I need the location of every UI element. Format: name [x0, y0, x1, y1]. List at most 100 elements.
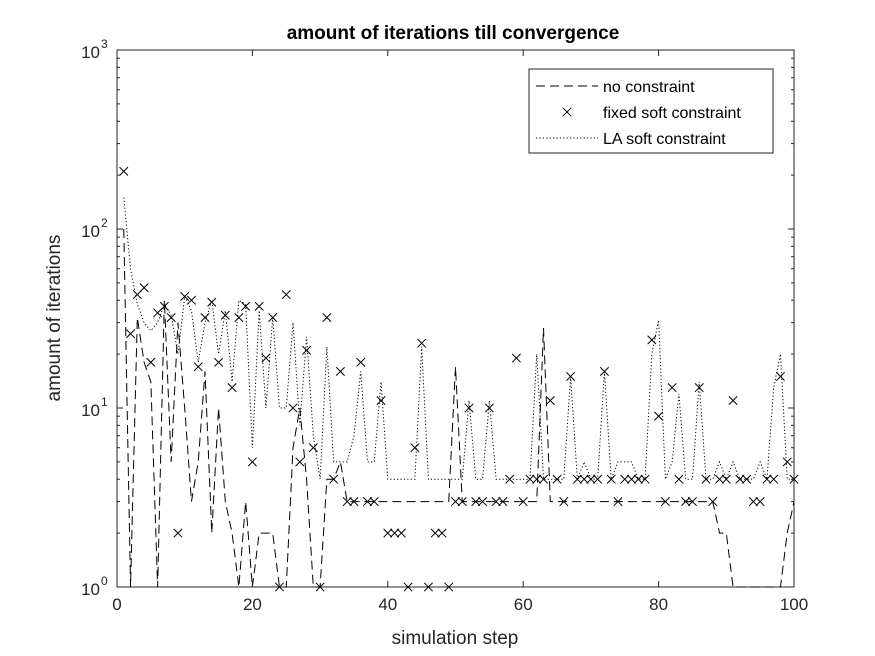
series-1-point-52 — [471, 497, 481, 507]
legend-label-0: no constraint — [603, 79, 695, 96]
series-1-point-83 — [681, 497, 691, 507]
series-1-point-54 — [484, 403, 494, 413]
series-1-point-79 — [654, 411, 664, 421]
series-1-point-81 — [667, 383, 677, 393]
y-tick-exponent-0: 0 — [101, 574, 108, 588]
series-1-point-32 — [335, 366, 345, 377]
series-0 — [123, 228, 795, 588]
x-tick-label-1: 20 — [243, 595, 262, 614]
series-1-point-36 — [362, 497, 373, 507]
series-1-point-62 — [538, 474, 549, 484]
x-tick-label-0: 0 — [112, 595, 121, 614]
series-1-point-14 — [213, 357, 224, 367]
series-1-point-46 — [430, 528, 440, 538]
series-1-point-91 — [735, 474, 745, 484]
legend-label-1: fixed soft constraint — [603, 105, 741, 122]
series-1-point-22 — [268, 313, 278, 323]
legend-entry-1: fixed soft constraint — [562, 105, 741, 122]
series-1-point-88 — [714, 474, 725, 484]
series-1-point-73 — [613, 497, 623, 507]
x-axis-label: simulation step — [392, 628, 519, 649]
series-1-point-42 — [403, 582, 413, 592]
series-1-point-59 — [518, 497, 528, 507]
series-1-point-7 — [166, 313, 176, 323]
series-1-point-44 — [417, 338, 427, 348]
chart-title: amount of iterations till convergence — [287, 23, 620, 44]
series-1-point-84 — [687, 497, 698, 507]
series-1-point-21 — [261, 353, 271, 363]
series-1-point-94 — [755, 497, 765, 507]
series-1-point-25 — [288, 403, 298, 413]
series-1-point-18 — [241, 301, 251, 311]
series-1-point-41 — [396, 528, 406, 538]
y-axis-label: amount of iterations — [44, 235, 65, 402]
series-1-point-85 — [694, 383, 704, 393]
series-1-point-10 — [186, 295, 197, 305]
series-1-point-19 — [247, 457, 257, 467]
series-1-point-49 — [450, 497, 461, 507]
series-1-point-80 — [660, 497, 670, 507]
series-1-point-16 — [227, 383, 237, 393]
series-1-point-47 — [437, 528, 447, 538]
y-tick-exponent-3: 3 — [101, 37, 108, 51]
series-1-point-87 — [708, 497, 718, 507]
series-1-point-95 — [762, 474, 772, 484]
series-1-point-33 — [342, 497, 352, 507]
series-1-point-37 — [369, 497, 379, 507]
series-1-point-48 — [444, 582, 454, 592]
y-tick-exponent-1: 1 — [101, 395, 108, 409]
series-1-point-68 — [579, 474, 589, 484]
series-1-point-31 — [329, 474, 339, 484]
series-1-point-86 — [701, 474, 711, 484]
series-2-line — [123, 197, 794, 481]
series-1-point-56 — [498, 497, 508, 507]
y-tick-exponent-2: 2 — [101, 216, 108, 230]
series-1-point-72 — [606, 474, 616, 484]
series-1-point-29 — [315, 582, 325, 592]
series-1-point-89 — [721, 474, 731, 484]
series-1-point-65 — [559, 497, 569, 507]
series-1-point-8 — [173, 528, 183, 538]
series-1-point-61 — [532, 474, 542, 484]
y-tick-label-2: 10 — [81, 222, 100, 241]
y-tick-label-3: 10 — [81, 43, 100, 62]
series-1-point-43 — [410, 443, 420, 453]
series-1-point-28 — [308, 443, 318, 453]
series-1-point-55 — [491, 497, 501, 507]
series-1-point-39 — [383, 528, 393, 538]
series-1-point-98 — [782, 457, 792, 467]
series-1-point-35 — [356, 357, 366, 367]
series-1-point-4 — [146, 357, 156, 367]
x-tick-label-5: 100 — [780, 595, 808, 614]
series-1-point-77 — [640, 474, 650, 484]
series-1-point-90 — [728, 396, 738, 406]
legend-entry-0: no constraint — [536, 79, 695, 96]
series-1-point-78 — [647, 335, 657, 345]
series-1-point-27 — [302, 345, 312, 355]
series-1-point-23 — [274, 582, 285, 592]
series-1-point-76 — [633, 474, 643, 484]
x-tick-label-3: 60 — [514, 595, 533, 614]
series-1-point-38 — [376, 396, 386, 406]
y-tick-label-0: 10 — [81, 580, 100, 599]
series-1-point-45 — [423, 582, 433, 592]
series-1-point-64 — [552, 474, 562, 484]
series-1-point-9 — [180, 291, 190, 301]
series-1-point-97 — [775, 371, 786, 382]
series-1-point-26 — [295, 457, 305, 467]
legend-box — [528, 68, 774, 154]
series-layer — [119, 166, 799, 592]
series-1-point-3 — [139, 283, 149, 293]
series-1-point-40 — [390, 528, 400, 538]
series-1-point-1 — [125, 329, 136, 339]
series-1-point-92 — [742, 474, 752, 484]
series-1-point-11 — [193, 362, 203, 372]
series-2 — [123, 197, 794, 481]
series-1-point-34 — [349, 497, 359, 507]
legend-entry-2: LA soft constraint — [536, 131, 726, 148]
x-tick-label-2: 40 — [378, 595, 397, 614]
series-1-point-17 — [234, 313, 244, 323]
series-1-point-51 — [464, 403, 474, 413]
